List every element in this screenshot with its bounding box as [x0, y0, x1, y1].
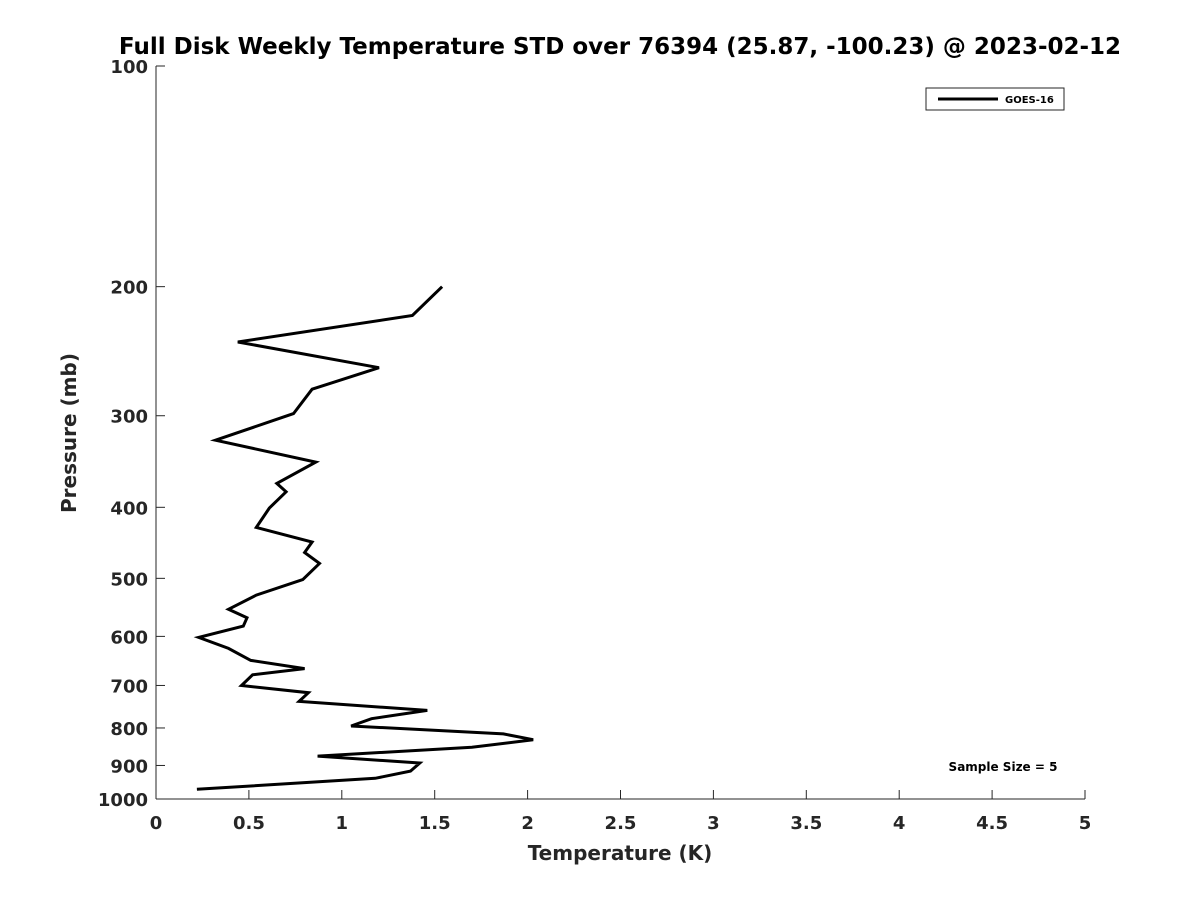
y-tick-label: 800 — [110, 719, 148, 740]
y-tick-label: 700 — [110, 676, 148, 697]
y-tick-label: 1000 — [98, 790, 148, 811]
x-tick-label: 0 — [150, 813, 163, 834]
legend: GOES-16 — [925, 87, 1065, 111]
x-tick-label: 1.5 — [419, 813, 451, 834]
x-tick-label: 2.5 — [605, 813, 637, 834]
y-tick-label: 500 — [110, 569, 148, 590]
x-tick-label: 0.5 — [233, 813, 265, 834]
sample-size-annotation: Sample Size = 5 — [949, 760, 1058, 774]
x-axis-label: Temperature (K) — [528, 841, 713, 865]
series-layer — [193, 285, 534, 791]
y-tick-label: 200 — [110, 278, 148, 299]
y-tick-label: 100 — [110, 57, 148, 78]
x-tick-label: 5 — [1079, 813, 1092, 834]
x-tick-label: 3.5 — [790, 813, 822, 834]
y-tick-label: 600 — [110, 627, 148, 648]
legend-label-goes-16: GOES-16 — [1005, 95, 1054, 106]
y-tick-label: 300 — [110, 407, 148, 428]
plot-area — [156, 66, 1085, 799]
x-tick-label: 3 — [707, 813, 720, 834]
x-tick-label: 2 — [521, 813, 534, 834]
x-tick-label: 4 — [893, 813, 906, 834]
y-axis-ticks: 100 200 300 400 500 600 700 800 900 1000 — [98, 57, 165, 811]
y-axis-label: Pressure (mb) — [57, 353, 81, 513]
y-tick-label: 900 — [110, 756, 148, 777]
chart-title: Full Disk Weekly Temperature STD over 76… — [119, 34, 1121, 60]
x-tick-label: 4.5 — [976, 813, 1008, 834]
x-axis-ticks: 0 0.5 1 1.5 2 2.5 3 3.5 4 4.5 5 — [150, 790, 1092, 834]
x-tick-label: 1 — [336, 813, 349, 834]
y-tick-label: 400 — [110, 498, 148, 519]
